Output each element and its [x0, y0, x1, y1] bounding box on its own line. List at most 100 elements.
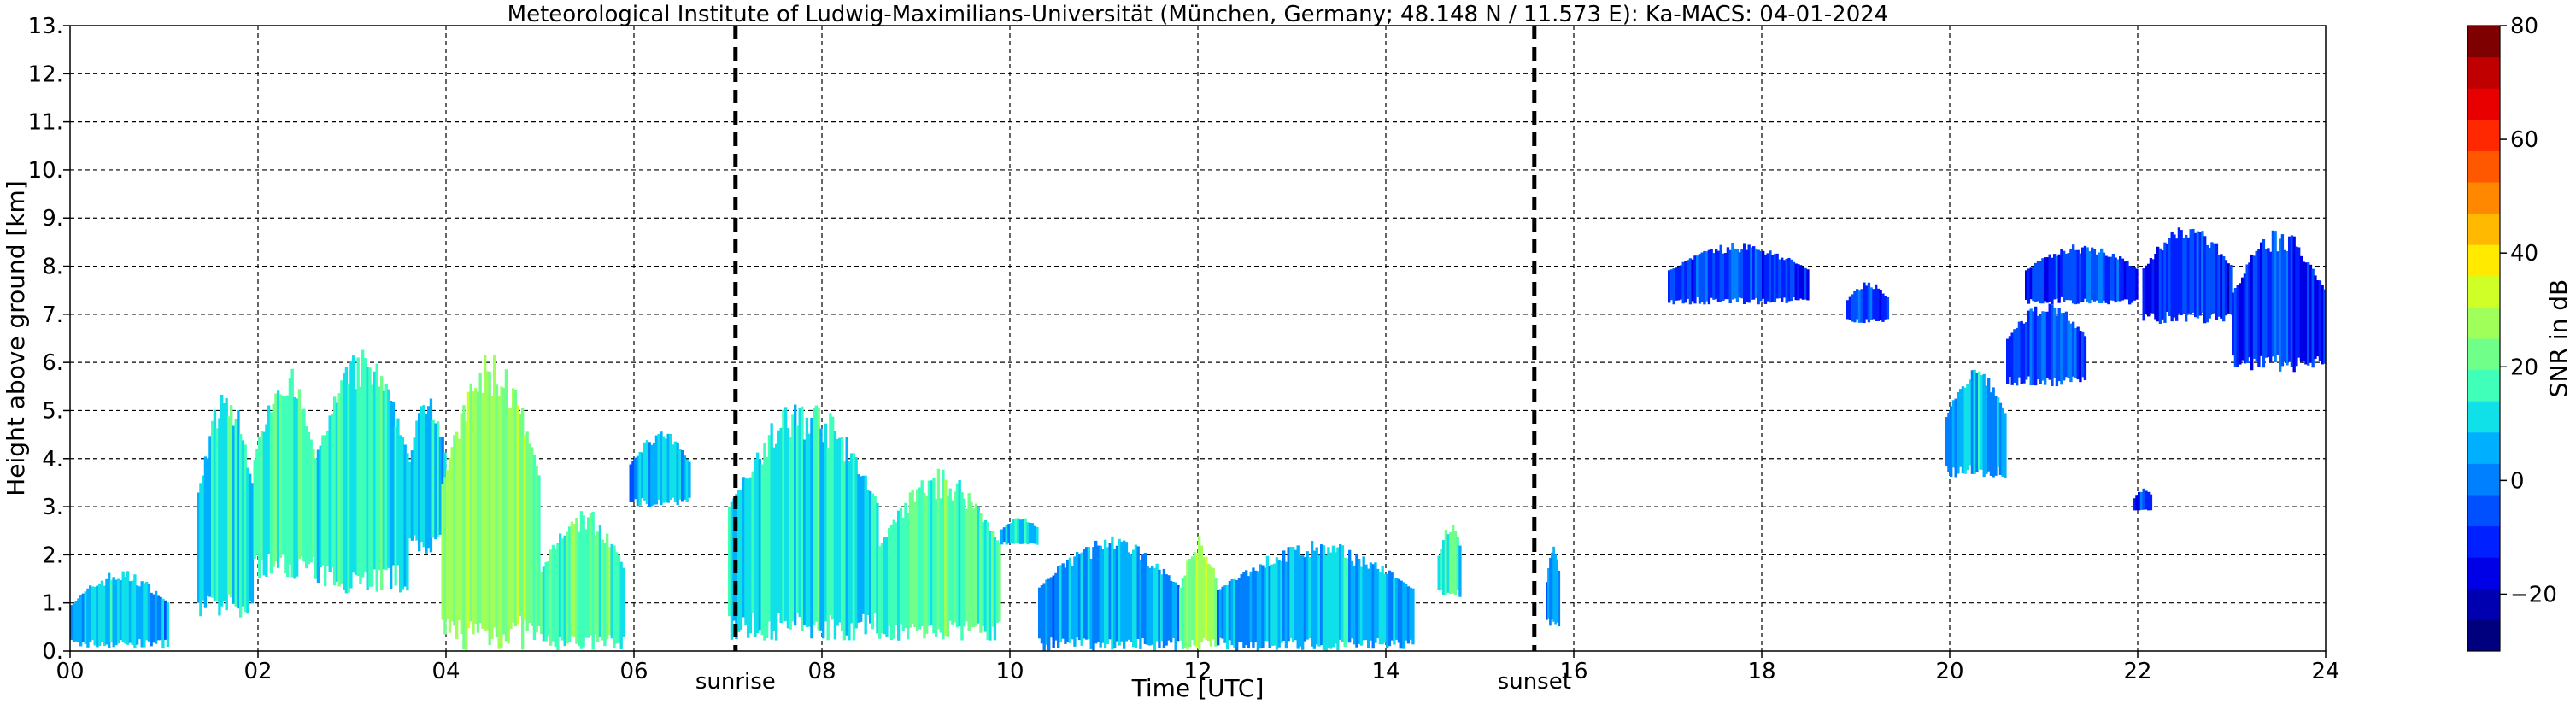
echo-column	[84, 591, 87, 644]
echo-column	[2032, 311, 2035, 385]
echo-column	[1724, 253, 1728, 300]
echo-column	[1881, 293, 1885, 322]
echo-column	[860, 476, 863, 622]
echo-column	[513, 390, 518, 626]
echo-column	[1998, 402, 2003, 475]
echo-column	[619, 561, 623, 649]
echo-column	[1066, 560, 1070, 642]
echo-column	[1390, 572, 1394, 641]
y-tick-label: 4.	[42, 447, 63, 472]
echo-column	[2262, 238, 2266, 368]
echo-column	[1153, 567, 1157, 651]
echo-column	[1311, 541, 1314, 647]
echo-column	[1558, 570, 1561, 627]
echo-column	[935, 499, 938, 637]
echo-column	[730, 501, 734, 640]
echo-column	[1226, 584, 1229, 650]
echo-column	[1289, 546, 1293, 639]
echo-column	[1672, 268, 1675, 305]
echo-column	[766, 456, 769, 639]
colorbar-segment	[2467, 244, 2500, 277]
y-tick-label: 12.	[28, 62, 63, 87]
echo-column	[100, 580, 104, 642]
echo-column	[1437, 555, 1441, 590]
echo-column	[150, 592, 153, 647]
echo-region	[1546, 546, 1561, 627]
echo-column	[2048, 254, 2051, 302]
echo-column	[476, 391, 480, 633]
echo-column	[2076, 326, 2080, 380]
echo-column	[1094, 540, 1098, 644]
echo-column	[1954, 398, 1957, 478]
echo-column	[607, 547, 612, 636]
echo-column	[989, 531, 992, 641]
echo-column	[164, 600, 167, 640]
echo-column	[2145, 265, 2148, 314]
echo-column	[594, 535, 597, 635]
echo-column	[1249, 571, 1253, 642]
echo-column	[963, 498, 966, 627]
echo-column	[1353, 565, 1356, 645]
echo-column	[1151, 565, 1154, 645]
echo-column	[944, 479, 948, 636]
echo-column	[2110, 256, 2113, 301]
echo-column	[852, 453, 856, 641]
echo-column	[2025, 322, 2028, 380]
echo-column	[610, 543, 613, 639]
echo-column	[1738, 252, 1741, 298]
echo-column	[1049, 577, 1053, 638]
echo-column	[1735, 249, 1740, 302]
echo-column	[2142, 268, 2145, 321]
colorbar-segment	[2467, 307, 2500, 339]
echo-column	[1456, 537, 1459, 590]
echo-column	[525, 431, 529, 631]
echo-column	[2189, 229, 2192, 315]
colorbar-segment	[2467, 26, 2500, 58]
echo-column	[344, 367, 349, 594]
echo-column	[1399, 580, 1403, 649]
echo-column	[2060, 249, 2063, 297]
x-tick-label: 10	[995, 659, 1024, 684]
echo-column	[293, 396, 296, 579]
echo-column	[967, 493, 971, 631]
echo-column	[1961, 386, 1965, 474]
echo-column	[2166, 243, 2169, 312]
echo-column	[2079, 331, 2082, 383]
echo-column	[916, 489, 919, 631]
echo-column	[215, 428, 219, 602]
echo-column	[373, 371, 377, 570]
echo-column	[2029, 267, 2033, 300]
echo-column	[2057, 308, 2061, 382]
echo-column	[899, 507, 903, 625]
echo-column	[1038, 587, 1042, 639]
echo-column	[1005, 525, 1008, 545]
echo-column	[2309, 264, 2313, 363]
echo-column	[457, 438, 461, 621]
echo-column	[864, 475, 867, 635]
echo-column	[2053, 254, 2057, 300]
echo-column	[453, 435, 456, 626]
echo-column	[2161, 250, 2164, 320]
echo-column	[2044, 257, 2047, 302]
echo-column	[2280, 234, 2285, 367]
echo-column	[297, 389, 302, 559]
echo-column	[406, 453, 409, 591]
echo-column	[246, 467, 249, 614]
echo-column	[1181, 578, 1185, 649]
echo-column	[2051, 257, 2054, 305]
echo-column	[103, 585, 106, 647]
echo-column	[2151, 259, 2155, 314]
echo-column	[354, 389, 358, 575]
echo-column	[77, 598, 80, 642]
echo-column	[324, 435, 327, 587]
echo-column	[274, 393, 278, 562]
echo-column	[836, 438, 839, 626]
echo-column	[1200, 545, 1204, 642]
echo-column	[147, 583, 151, 642]
echo-column	[1359, 566, 1364, 646]
echo-column	[662, 436, 666, 503]
echo-column	[1766, 253, 1769, 302]
echo-column	[927, 480, 931, 626]
echo-column	[2139, 491, 2144, 510]
echo-column	[1556, 559, 1559, 623]
